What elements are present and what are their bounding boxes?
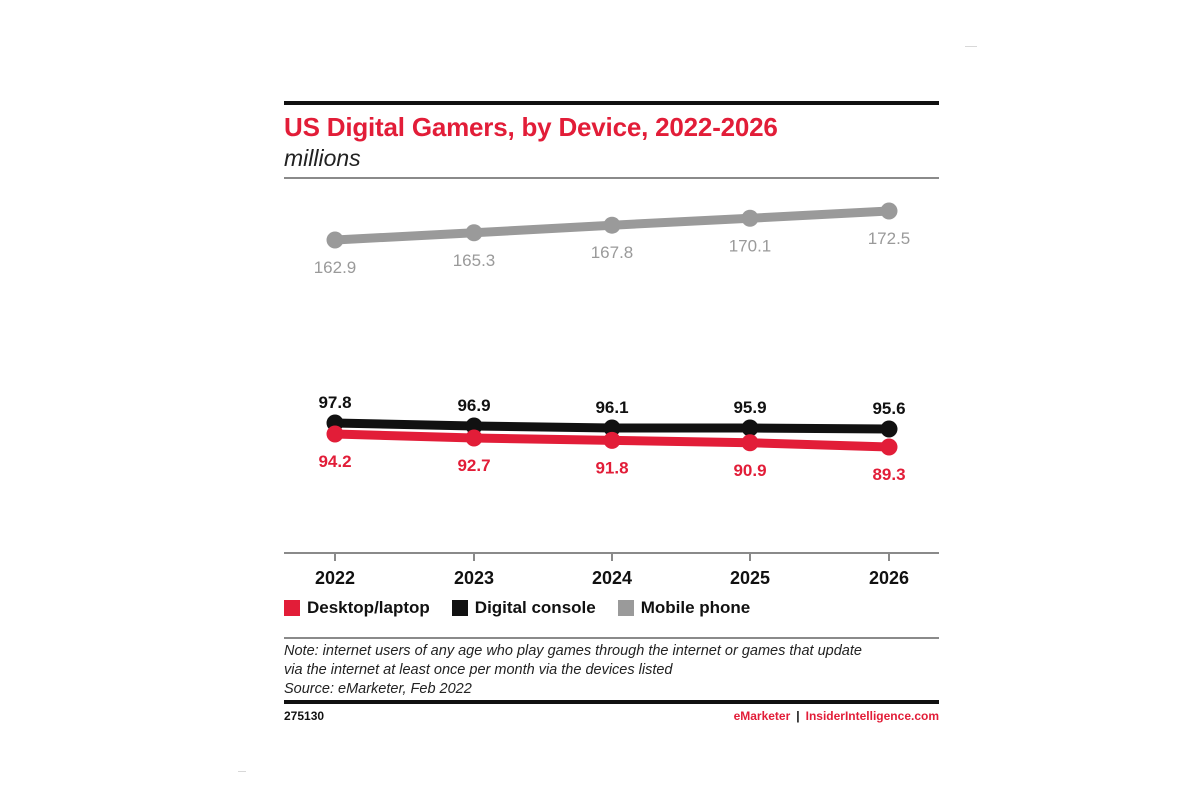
bottom-rule	[284, 700, 939, 704]
legend-label-desktop: Desktop/laptop	[307, 598, 430, 617]
footer-brand: eMarketer | InsiderIntelligence.com	[734, 709, 939, 723]
note-line-1: Note: internet users of any age who play…	[284, 643, 862, 659]
top-rule	[284, 101, 939, 105]
legend: Desktop/laptop Digital console Mobile ph…	[284, 598, 772, 618]
chart-subtitle: millions	[284, 145, 361, 171]
console-data-label: 95.9	[733, 398, 766, 417]
console-data-label: 97.8	[318, 393, 351, 412]
note-rule	[284, 637, 939, 639]
x-tick-label: 2024	[592, 568, 632, 588]
x-tick-label: 2023	[454, 568, 494, 588]
desktop-data-point	[326, 425, 344, 443]
legend-swatch-mobile	[617, 600, 634, 616]
desktop-data-label: 91.8	[595, 458, 628, 477]
desktop-data-point	[465, 429, 483, 447]
console-data-point	[465, 417, 483, 435]
desktop-data-point	[880, 438, 898, 456]
console-data-label: 95.6	[872, 399, 905, 418]
mobile-data-point	[880, 202, 898, 220]
mobile-data-label: 167.8	[591, 243, 634, 262]
chart-title: US Digital Gamers, by Device, 2022-2026	[284, 112, 778, 142]
desktop-data-label: 92.7	[457, 456, 490, 475]
legend-item-desktop: Desktop/laptop	[284, 598, 430, 618]
x-tick-label: 2026	[869, 568, 909, 588]
chart-note: Note: internet users of any age who play…	[284, 642, 944, 699]
brand-emarketer: eMarketer	[733, 709, 791, 723]
subtitle-rule	[284, 177, 939, 179]
desktop-data-point	[603, 431, 621, 449]
console-data-point	[741, 419, 759, 437]
mobile-data-label: 170.1	[729, 236, 772, 255]
note-line-2: via the internet at least once per month…	[284, 662, 673, 678]
legend-label-console: Digital console	[474, 598, 596, 617]
source-line: Source: eMarketer, Feb 2022	[284, 681, 472, 697]
mobile-data-label: 172.5	[868, 229, 911, 248]
mobile-data-point	[465, 224, 483, 242]
scan-artifact	[965, 46, 977, 47]
console-data-label: 96.1	[595, 398, 628, 417]
mobile-data-label: 165.3	[453, 251, 496, 270]
line-chart: 2022 2023 2024 2025 2026 162.9 165.3 167.8 170.1…	[284, 202, 939, 588]
legend-swatch-desktop	[284, 600, 300, 616]
desktop-data-label: 90.9	[733, 461, 766, 480]
mobile-data-point	[326, 231, 344, 249]
legend-label-mobile: Mobile phone	[640, 598, 751, 617]
mobile-data-point	[741, 209, 759, 227]
legend-swatch-console	[451, 600, 468, 616]
legend-item-console: Digital console	[451, 598, 596, 618]
brand-separator: |	[796, 709, 800, 723]
scan-artifact	[238, 771, 246, 772]
chart-id: 275130	[284, 709, 325, 723]
console-data-point	[880, 420, 898, 438]
x-tick-label: 2022	[315, 568, 355, 588]
console-data-point	[603, 419, 621, 437]
x-tick-label: 2025	[730, 568, 770, 588]
desktop-data-label: 89.3	[872, 465, 905, 484]
legend-item-mobile: Mobile phone	[617, 598, 751, 618]
brand-insider-intelligence-link[interactable]: InsiderIntelligence.com	[805, 709, 939, 723]
mobile-data-point	[603, 216, 621, 234]
console-data-label: 96.9	[457, 396, 490, 415]
desktop-data-point	[741, 434, 759, 452]
mobile-data-label: 162.9	[314, 258, 357, 277]
desktop-data-label: 94.2	[318, 452, 351, 471]
